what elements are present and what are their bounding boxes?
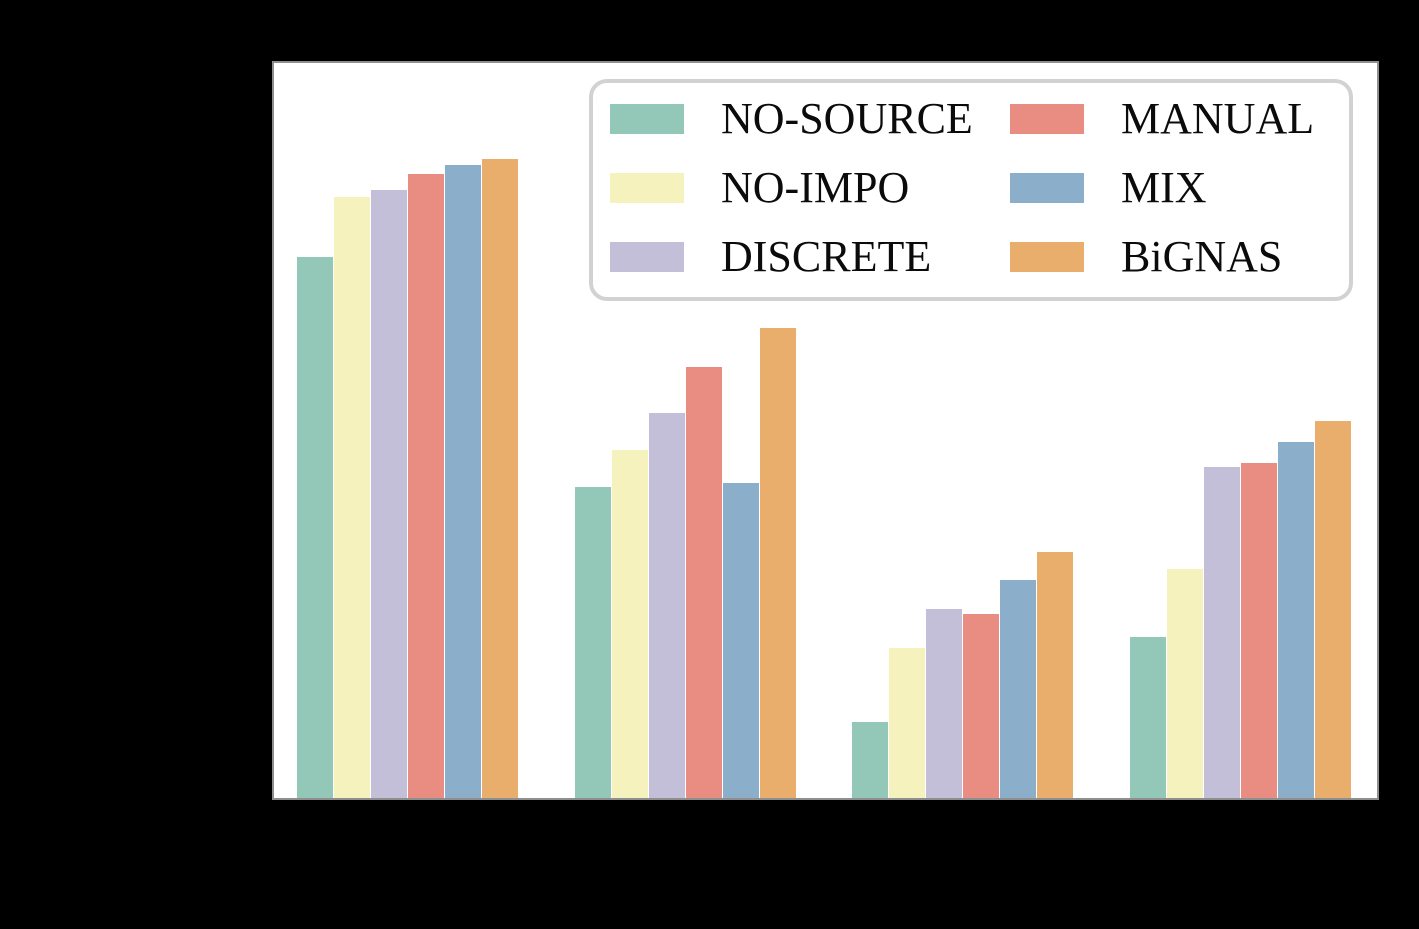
legend-item-discrete: DISCRETE [610,232,973,281]
bar-bignas-group-4 [1315,421,1351,800]
legend-label: MIX [1121,163,1207,212]
bar-manual-group-1 [408,174,444,800]
bar-no-source-group-3 [852,722,888,800]
bar-mix-group-1 [445,165,481,800]
bar-manual-group-2 [686,367,722,800]
bar-no-impo-group-4 [1167,569,1203,800]
legend-column-2: MANUAL MIX BiGNAS [1010,94,1315,281]
bar-bignas-group-3 [1037,552,1073,800]
legend-swatch-icon [1010,242,1084,272]
bar-mix-group-4 [1278,442,1314,800]
bar-bignas-group-2 [760,328,796,800]
bar-no-impo-group-2 [612,450,648,800]
legend-label: NO-SOURCE [721,94,973,143]
legend-label: NO-IMPO [721,163,910,212]
bar-mix-group-3 [1000,580,1036,800]
bar-mix-group-2 [723,483,759,800]
bar-discrete-group-4 [1204,467,1240,800]
legend-item-no-impo: NO-IMPO [610,163,973,212]
bar-manual-group-3 [963,614,999,800]
legend-swatch-icon [1010,173,1084,203]
bar-discrete-group-2 [649,413,685,800]
bar-bignas-group-1 [482,159,518,800]
bar-manual-group-4 [1241,463,1277,800]
bar-no-source-group-4 [1130,637,1166,800]
legend-swatch-icon [610,104,684,134]
legend-swatch-icon [610,242,684,272]
legend-label: DISCRETE [721,232,932,281]
legend-swatch-icon [610,173,684,203]
legend-item-manual: MANUAL [1010,94,1315,143]
legend-item-bignas: BiGNAS [1010,232,1314,281]
legend-column-1: NO-SOURCE NO-IMPO DISCRETE [610,94,973,281]
legend: NO-SOURCE NO-IMPO DISCRETE MANUAL MIX BiGNAS [589,79,1353,301]
bar-no-source-group-1 [297,257,333,800]
bar-no-impo-group-3 [889,648,925,800]
bar-no-impo-group-1 [334,197,370,800]
bar-discrete-group-3 [926,609,962,800]
bar-discrete-group-1 [371,190,407,800]
legend-item-mix: MIX [1010,163,1314,212]
legend-item-no-source: NO-SOURCE [610,94,973,143]
bar-no-source-group-2 [575,487,611,800]
legend-swatch-icon [1010,104,1084,134]
legend-label: MANUAL [1121,94,1315,143]
legend-label: BiGNAS [1121,232,1283,281]
